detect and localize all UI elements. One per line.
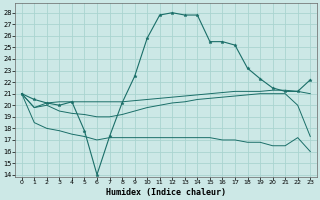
X-axis label: Humidex (Indice chaleur): Humidex (Indice chaleur) [106,188,226,197]
